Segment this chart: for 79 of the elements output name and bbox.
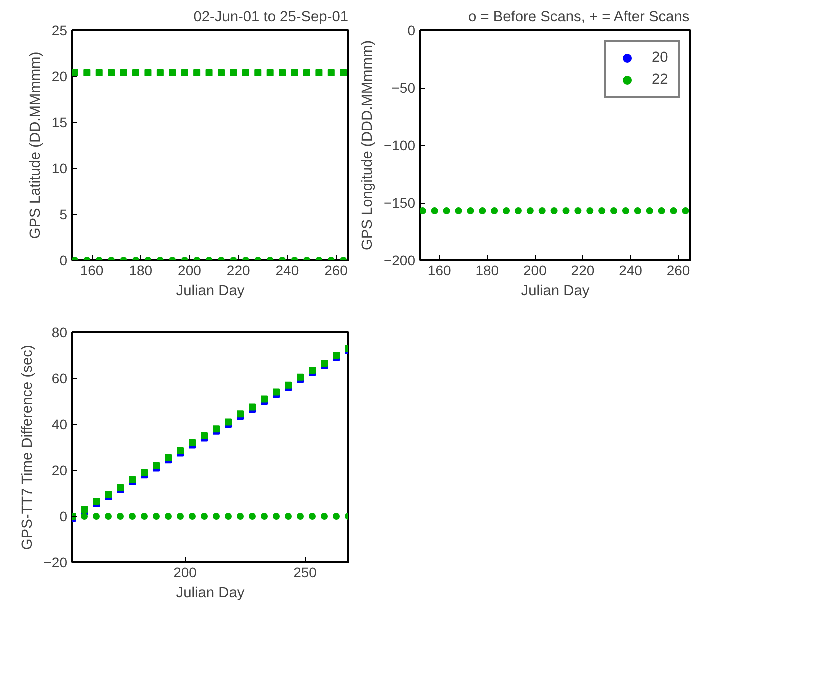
- point: [321, 513, 328, 520]
- point: [81, 513, 88, 520]
- point: [117, 484, 124, 492]
- x-tick-label: 160: [80, 262, 104, 278]
- y-tick-label: 0: [60, 508, 68, 524]
- point: [297, 374, 304, 381]
- legend-label: 22: [652, 72, 670, 88]
- legend-label: 20: [652, 50, 670, 66]
- point: [165, 454, 172, 462]
- x-axis-title: Julian Day: [521, 284, 590, 300]
- point: [129, 476, 136, 484]
- x-tick-label: 260: [666, 262, 690, 278]
- point: [237, 513, 244, 520]
- point: [261, 513, 268, 520]
- point: [117, 513, 124, 520]
- x-tick-label: 200: [524, 262, 548, 278]
- point: [93, 513, 100, 520]
- x-axis-title: Julian Day: [176, 284, 246, 300]
- point: [273, 513, 280, 520]
- point: [177, 447, 184, 454]
- y-tick-label: −50: [392, 80, 416, 96]
- y-tick-label: −20: [44, 554, 68, 570]
- point: [285, 382, 292, 389]
- point: [153, 513, 160, 520]
- x-tick-label: 200: [174, 564, 198, 580]
- point: [153, 462, 160, 470]
- chart-title: o = Before Scans, + = After Scans: [468, 10, 690, 26]
- y-tick-label: 80: [52, 324, 68, 340]
- x-tick-label: 240: [619, 262, 643, 278]
- y-tick-label: 5: [60, 206, 68, 222]
- x-tick-label: 220: [571, 262, 595, 278]
- point: [249, 404, 256, 411]
- x-tick-label: 160: [428, 262, 452, 278]
- y-axis-title: GPS Latitude (DD.MMmmm): [28, 52, 44, 240]
- y-tick-label: 20: [52, 68, 68, 84]
- point: [333, 513, 340, 520]
- point: [309, 366, 316, 374]
- point: [105, 513, 112, 520]
- y-tick-label: −100: [384, 138, 416, 154]
- y-tick-label: 0: [408, 22, 416, 38]
- point: [225, 513, 232, 520]
- point: [141, 469, 148, 476]
- point: [273, 388, 280, 396]
- point: [129, 513, 136, 520]
- point: [141, 513, 148, 520]
- x-axis-title: Julian Day: [176, 586, 246, 602]
- x-tick-label: 220: [226, 262, 250, 278]
- point: [189, 439, 196, 446]
- x-tick-label: 180: [129, 262, 153, 278]
- point: [165, 513, 172, 520]
- x-tick-label: 250: [294, 564, 318, 580]
- x-tick-label: 180: [476, 262, 500, 278]
- point: [249, 513, 256, 520]
- point: [177, 513, 184, 520]
- point: [333, 352, 340, 359]
- y-tick-label: 40: [52, 416, 68, 432]
- y-tick-label: 0: [60, 252, 68, 268]
- x-tick-label: 240: [276, 262, 300, 278]
- y-tick-label: 25: [52, 22, 68, 38]
- point: [213, 513, 220, 520]
- y-axis-title: GPS Longitude (DDD.MMmmm): [360, 40, 376, 251]
- point: [285, 513, 292, 520]
- chart-title: 02-Jun-01 to 25-Sep-01: [194, 10, 349, 26]
- point: [201, 513, 208, 520]
- y-tick-label: 20: [52, 462, 68, 478]
- point: [309, 513, 316, 520]
- y-tick-label: 10: [52, 160, 68, 176]
- y-tick-label: 60: [52, 370, 68, 386]
- y-tick-label: 15: [52, 114, 68, 130]
- point: [189, 513, 196, 520]
- y-axis-title: GPS-TT7 Time Difference (sec): [20, 345, 36, 550]
- x-tick-label: 200: [178, 262, 202, 278]
- y-tick-label: −150: [384, 195, 416, 211]
- point: [225, 418, 232, 426]
- x-tick-label: 260: [324, 262, 348, 278]
- point: [261, 396, 268, 403]
- y-tick-label: −200: [384, 252, 416, 268]
- point: [201, 432, 208, 440]
- point: [297, 513, 304, 520]
